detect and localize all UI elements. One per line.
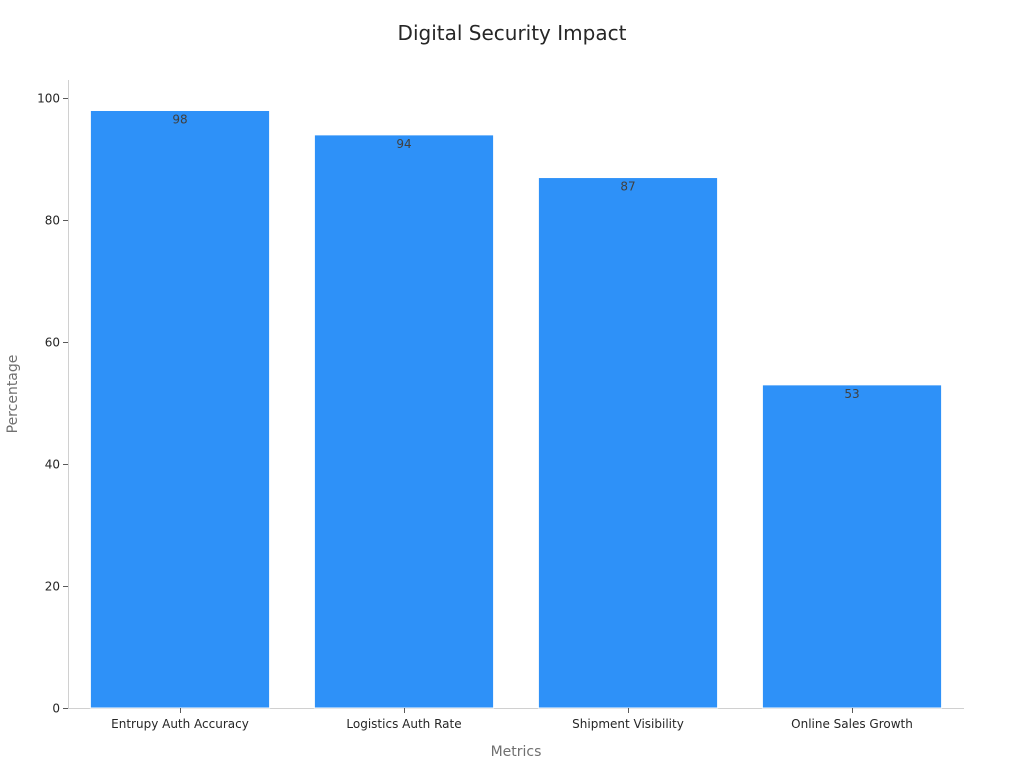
bar-value-label: 87 xyxy=(620,180,635,194)
bar xyxy=(89,109,271,709)
x-axis-ticks: Entrupy Auth Accuracy Logistics Auth Rate… xyxy=(111,708,913,731)
x-tick-label: Online Sales Growth xyxy=(791,717,913,731)
bar xyxy=(313,134,495,709)
y-tick-label: 20 xyxy=(45,580,60,594)
y-tick-label: 40 xyxy=(45,458,60,472)
x-tick-label: Logistics Auth Rate xyxy=(346,717,461,731)
bar-value-label: 53 xyxy=(844,387,859,401)
bars-group: 98 94 87 53 xyxy=(89,109,943,709)
y-axis-label: Percentage xyxy=(5,355,21,434)
y-tick-label: 60 xyxy=(45,336,60,350)
x-tick-label: Shipment Visibility xyxy=(572,717,684,731)
x-axis-label: Metrics xyxy=(491,744,542,760)
x-tick-label: Entrupy Auth Accuracy xyxy=(111,717,249,731)
chart-title: Digital Security Impact xyxy=(398,21,627,45)
bar-value-label: 98 xyxy=(172,112,187,126)
y-axis-ticks: 0 20 40 60 80 100 xyxy=(37,92,68,716)
bar xyxy=(537,177,719,709)
bar-value-label: 94 xyxy=(396,137,411,151)
bar xyxy=(761,384,943,709)
y-tick-label: 100 xyxy=(37,92,60,106)
y-tick-label: 0 xyxy=(52,702,60,716)
y-tick-label: 80 xyxy=(45,214,60,228)
